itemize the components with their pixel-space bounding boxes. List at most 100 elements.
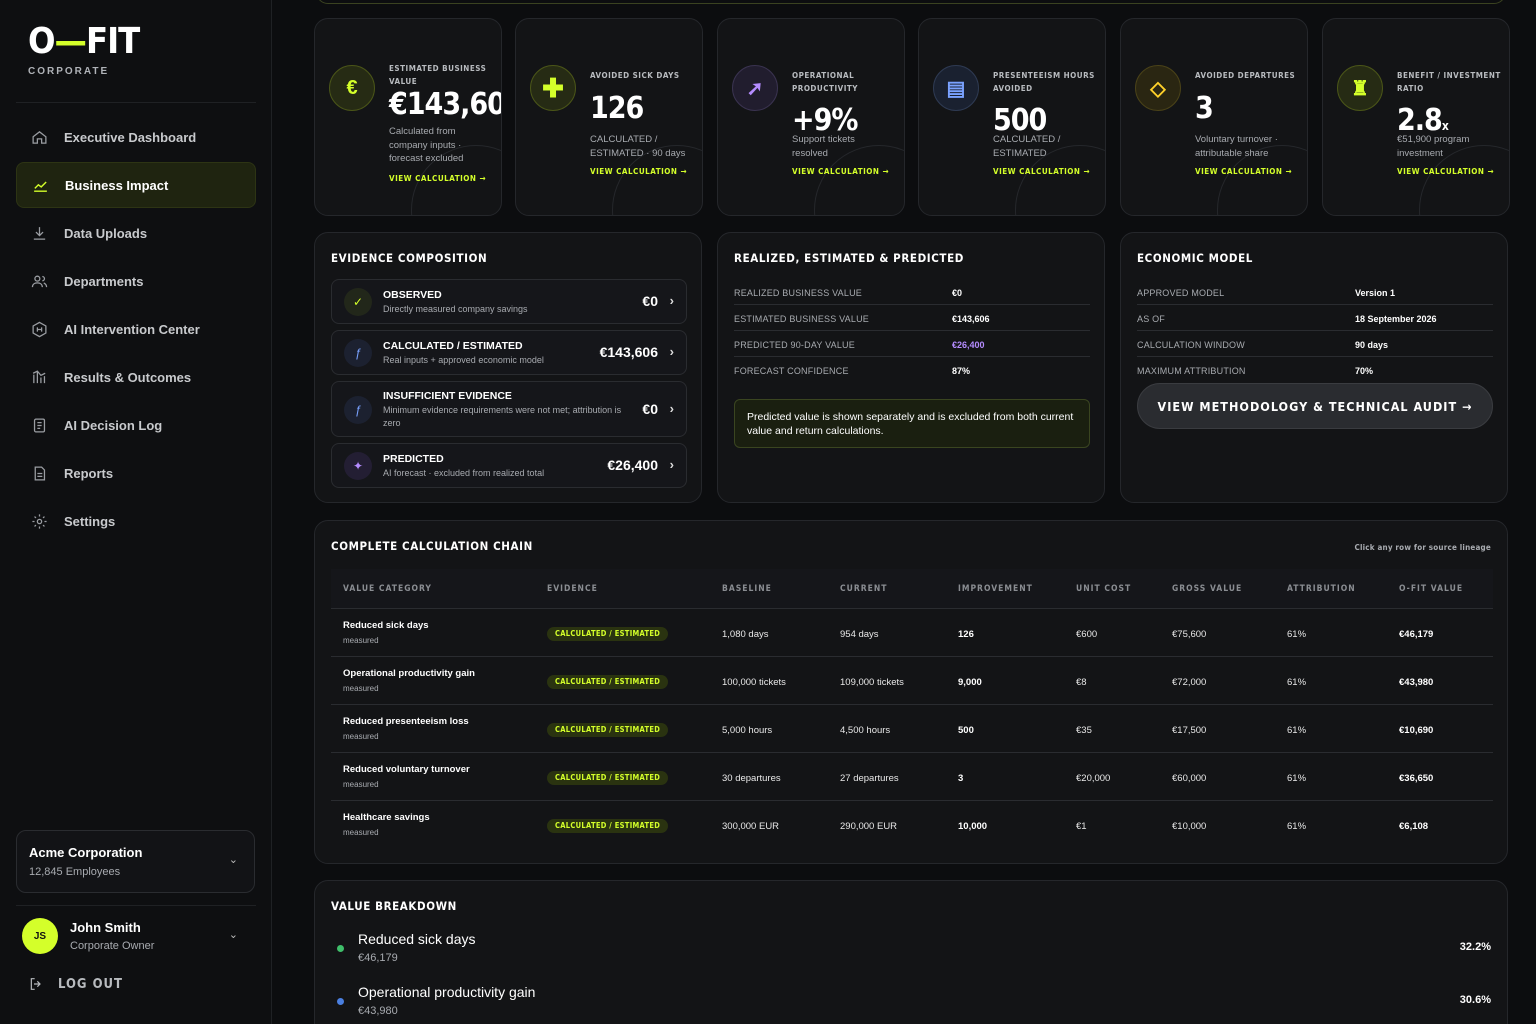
evidence-row-observed[interactable]: ✓ OBSERVED Directly measured company sav… xyxy=(331,279,687,324)
evidence-badge: CALCULATED / ESTIMATED xyxy=(547,771,669,785)
evidence-badge: CALCULATED / ESTIMATED xyxy=(547,819,669,833)
top-banner xyxy=(316,0,1506,4)
nav-departments[interactable]: Departments xyxy=(16,258,256,304)
lineage-hint: Click any row for source lineage xyxy=(1354,543,1491,552)
table-row[interactable]: Healthcare savings measured CALCULATED / E… xyxy=(331,801,1493,849)
kpi-card-productivity[interactable]: ➚ OPERATIONAL PRODUCTIVITY +9% Support t… xyxy=(717,18,905,216)
view-calculation-link[interactable]: VIEW CALCULATION → xyxy=(1195,167,1292,176)
kpi-value: 126 xyxy=(590,91,644,126)
table-row[interactable]: Reduced presenteeism loss measured CALCULA… xyxy=(331,705,1493,753)
methodology-audit-button[interactable]: VIEW METHODOLOGY & TECHNICAL AUDIT → xyxy=(1137,383,1493,429)
view-calculation-link[interactable]: VIEW CALCULATION → xyxy=(389,174,486,183)
evidence-sub: Real inputs + approved economic model xyxy=(383,355,544,365)
nav-label: Departments xyxy=(64,273,144,289)
evidence-sub: Minimum evidence requirements were not m… xyxy=(383,405,622,428)
nav-reports[interactable]: Reports xyxy=(16,450,256,496)
column-header: VALUE CATEGORY xyxy=(343,584,432,594)
nav-results-outcomes[interactable]: Results & Outcomes xyxy=(16,354,256,400)
kpi-value: +9% xyxy=(792,103,858,138)
breakdown-name: Operational productivity gain xyxy=(358,984,536,1000)
cell-improvement: 126 xyxy=(958,629,974,640)
function-icon: ƒ xyxy=(344,396,372,424)
cell-attr: 61% xyxy=(1287,773,1307,784)
column-header: O-FIT VALUE xyxy=(1399,584,1464,594)
kpi-card-ratio[interactable]: ♜ BENEFIT / INVESTMENT RATIO 2.8x €51,90… xyxy=(1322,18,1510,216)
nav-ai-decision-log[interactable]: AI Decision Log xyxy=(16,402,256,448)
calculation-chain-card: COMPLETE CALCULATION CHAIN Click any row… xyxy=(314,520,1508,864)
column-header: UNIT COST xyxy=(1076,584,1132,594)
evidence-row-calculated[interactable]: ƒ CALCULATED / ESTIMATED Real inputs + a… xyxy=(331,330,687,375)
legend-dot xyxy=(337,945,344,952)
nav-label: Executive Dashboard xyxy=(64,129,197,145)
info-note: Predicted value is shown separately and … xyxy=(734,399,1090,448)
cell-improvement: 10,000 xyxy=(958,821,988,832)
evidence-badge: CALCULATED / ESTIMATED xyxy=(547,627,669,641)
nav-label: Reports xyxy=(64,465,114,481)
table-row[interactable]: Reduced voluntary turnover measured CALCUL… xyxy=(331,753,1493,801)
sparkle-icon: ✦ xyxy=(344,452,372,480)
kv-key: ESTIMATED BUSINESS VALUE xyxy=(734,314,869,324)
kv-row: REALIZED BUSINESS VALUE €0 xyxy=(734,279,1090,305)
value-breakdown-card: VALUE BREAKDOWN Reduced sick days €46,17… xyxy=(314,880,1508,1024)
nav-label: Business Impact xyxy=(65,177,169,193)
kpi-desc: Calculated from company inputs · forecas… xyxy=(389,126,464,164)
cell-value: €46,179 xyxy=(1399,629,1434,640)
section-title: VALUE BREAKDOWN xyxy=(331,899,457,913)
trend-icon xyxy=(31,176,49,194)
column-header: CURRENT xyxy=(840,584,888,594)
hex-icon xyxy=(30,320,48,338)
breakdown-row[interactable]: Reduced sick days €46,179 32.2% xyxy=(331,931,1491,975)
kv-row: ESTIMATED BUSINESS VALUE €143,606 xyxy=(734,305,1090,331)
view-calculation-link[interactable]: VIEW CALCULATION → xyxy=(590,167,687,176)
cell-current: 109,000 tickets xyxy=(840,677,904,688)
user-role: Corporate Owner xyxy=(70,940,155,952)
nav-ai-intervention-center[interactable]: AI Intervention Center xyxy=(16,306,256,352)
kpi-card-presenteeism[interactable]: ▤ PRESENTEEISM HOURS AVOIDED 500 CALCULA… xyxy=(918,18,1106,216)
cell-gross: €75,600 xyxy=(1172,629,1207,640)
breakdown-row[interactable]: Operational productivity gain €43,980 30… xyxy=(331,984,1491,1024)
table-row[interactable]: Reduced sick days measured CALCULATED / ES… xyxy=(331,609,1493,657)
logout-button[interactable]: LOG OUT xyxy=(28,976,123,992)
cell-attr: 61% xyxy=(1287,725,1307,736)
kpi-card-sick-days[interactable]: ✚ AVOIDED SICK DAYS 126 CALCULATED / EST… xyxy=(515,18,703,216)
cell-unit: €600 xyxy=(1076,629,1098,640)
kpi-card-business-value[interactable]: € ESTIMATED BUSINESS VALUE €143,606 Calc… xyxy=(314,18,502,216)
kv-row: MAXIMUM ATTRIBUTION 70% xyxy=(1137,357,1493,383)
kv-row: FORECAST CONFIDENCE 87% xyxy=(734,357,1090,383)
view-calculation-link[interactable]: VIEW CALCULATION → xyxy=(792,167,889,176)
kv-row: AS OF 18 September 2026 xyxy=(1137,305,1493,331)
view-calculation-link[interactable]: VIEW CALCULATION → xyxy=(1397,167,1494,176)
kpi-value: 2.8x xyxy=(1397,103,1449,138)
cell-baseline: 100,000 tickets xyxy=(722,677,786,688)
table-row[interactable]: Operational productivity gain measured CAL… xyxy=(331,657,1493,705)
kpi-card-departures[interactable]: ◇ AVOIDED DEPARTURES 3 Voluntary turnove… xyxy=(1120,18,1308,216)
logo-dash: — xyxy=(54,21,87,62)
kv-row: APPROVED MODEL Version 1 xyxy=(1137,279,1493,305)
kpi-desc: Support tickets resolved xyxy=(792,134,855,159)
breakdown-name: Reduced sick days xyxy=(358,931,476,947)
user-menu[interactable]: JS John Smith Corporate Owner ⌄ xyxy=(22,918,252,958)
realized-estimated-card: REALIZED, ESTIMATED & PREDICTED REALIZED… xyxy=(717,232,1105,503)
section-title: COMPLETE CALCULATION CHAIN xyxy=(331,539,533,553)
chevron-right-icon: › xyxy=(669,344,674,359)
value-category: Reduced presenteeism loss xyxy=(343,716,469,727)
nav-data-uploads[interactable]: Data Uploads xyxy=(16,210,256,256)
nav-executive-dashboard[interactable]: Executive Dashboard xyxy=(16,114,256,160)
kpi-value-number: 2.8 xyxy=(1397,103,1443,138)
kpi-desc: CALCULATED / ESTIMATED xyxy=(993,134,1061,159)
nav-business-impact[interactable]: Business Impact xyxy=(16,162,256,208)
view-calculation-link[interactable]: VIEW CALCULATION → xyxy=(993,167,1090,176)
kpi-label: ESTIMATED BUSINESS VALUE xyxy=(389,64,487,86)
nav-settings[interactable]: Settings xyxy=(16,498,256,544)
kv-value: 87% xyxy=(952,366,971,376)
kv-key: PREDICTED 90-DAY VALUE xyxy=(734,340,855,350)
chevron-right-icon: › xyxy=(669,401,674,416)
evidence-row-insufficient[interactable]: ƒ INSUFFICIENT EVIDENCE Minimum evidence… xyxy=(331,381,687,437)
brand-logo[interactable]: O—FIT CORPORATE xyxy=(28,21,140,78)
logout-icon xyxy=(30,978,41,990)
company-switcher[interactable]: Acme Corporation 12,845 Employees ⌄ xyxy=(16,830,255,893)
evidence-row-predicted[interactable]: ✦ PREDICTED AI forecast · excluded from … xyxy=(331,443,687,488)
kpi-label: BENEFIT / INVESTMENT RATIO xyxy=(1397,71,1501,93)
value-category: Reduced voluntary turnover xyxy=(343,764,470,775)
